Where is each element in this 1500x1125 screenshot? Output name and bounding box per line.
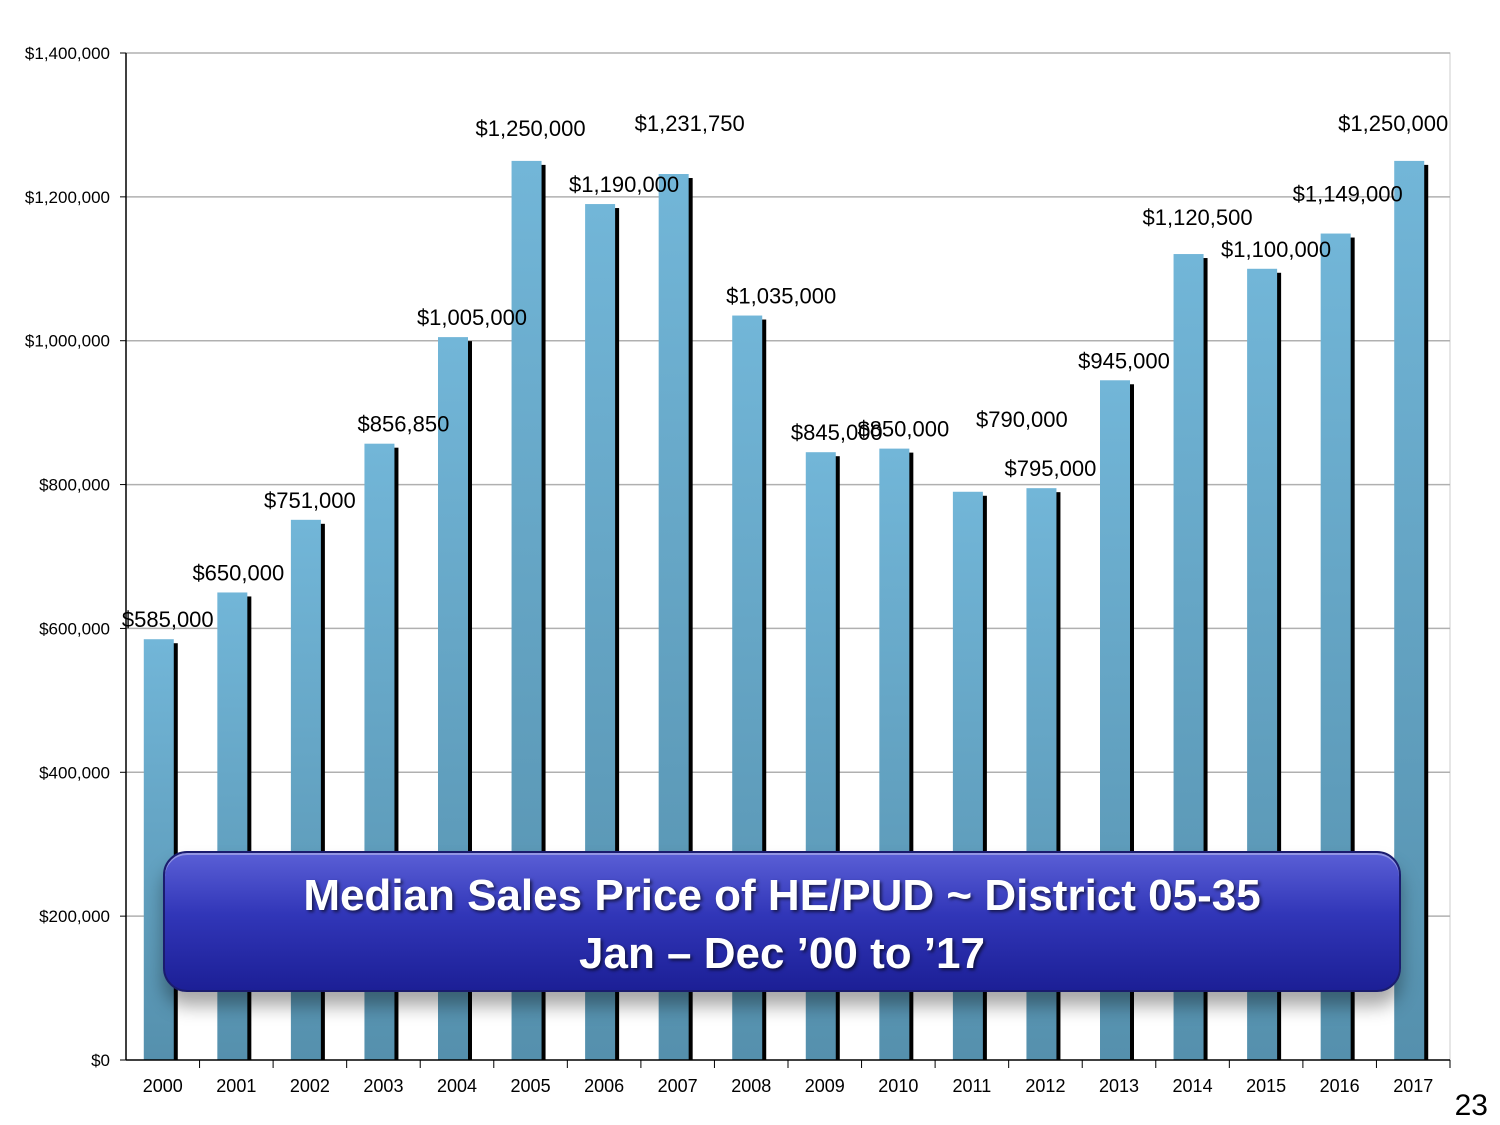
y-tick-label: $200,000 (39, 907, 110, 926)
data-label: $1,231,750 (635, 111, 745, 136)
x-tick-label: 2011 (953, 1076, 992, 1096)
x-tick-label: 2002 (290, 1076, 330, 1096)
x-tick-label: 2008 (731, 1076, 771, 1096)
axes (120, 52, 1451, 1068)
y-tick-label: $400,000 (39, 763, 110, 782)
y-tick-label: $1,400,000 (25, 44, 110, 63)
x-tick-label: 2007 (658, 1076, 698, 1096)
chart-title-banner: Median Sales Price of HE/PUD ~ District … (163, 851, 1401, 992)
data-label: $1,190,000 (569, 172, 679, 197)
x-tick-label: 2013 (1099, 1076, 1139, 1096)
data-label: $1,035,000 (726, 284, 836, 309)
chart-title: Median Sales Price of HE/PUD ~ District … (303, 871, 1261, 920)
data-label: $650,000 (192, 560, 284, 585)
bar-2000 (143, 639, 174, 1060)
x-tick-label: 2012 (1025, 1076, 1065, 1096)
y-tick-label: $0 (91, 1051, 110, 1070)
data-label: $1,250,000 (476, 116, 586, 141)
x-tick-label: 2006 (584, 1076, 624, 1096)
data-label: $1,250,000 (1338, 111, 1448, 136)
y-tick-label: $600,000 (39, 619, 110, 638)
x-tick-label: 2009 (805, 1076, 845, 1096)
data-label: $945,000 (1078, 348, 1170, 373)
data-label: $751,000 (264, 488, 356, 513)
data-label: $585,000 (122, 607, 214, 632)
x-tick-label: 2010 (878, 1076, 918, 1096)
x-tick-label: 2016 (1320, 1076, 1360, 1096)
x-tick-label: 2015 (1246, 1076, 1286, 1096)
y-tick-label: $800,000 (39, 476, 110, 495)
data-label: $795,000 (1005, 456, 1097, 481)
data-label: $850,000 (857, 417, 949, 442)
x-tick-label: 2017 (1393, 1076, 1433, 1096)
data-label: $790,000 (976, 407, 1068, 432)
data-label: $856,850 (358, 412, 450, 437)
y-tick-label: $1,200,000 (25, 188, 110, 207)
x-tick-label: 2000 (143, 1076, 183, 1096)
page-number: 23 (1454, 1089, 1488, 1122)
data-label: $845,000 (791, 420, 883, 445)
data-label: $1,149,000 (1293, 182, 1403, 207)
data-label: $1,100,000 (1221, 237, 1331, 262)
x-tick-label: 2001 (216, 1076, 256, 1096)
x-tick-label: 2004 (437, 1076, 477, 1096)
x-tick-label: 2014 (1173, 1076, 1213, 1096)
data-label: $1,005,000 (417, 305, 527, 330)
x-tick-label: 2005 (511, 1076, 551, 1096)
chart-subtitle: Jan – Dec ’00 to ’17 (579, 929, 985, 978)
y-tick-label: $1,000,000 (25, 332, 110, 351)
labels: $0 $200,000 $400,000 $600,000 $800,000 $1,000… (25, 44, 1448, 1096)
x-tick-label: 2003 (363, 1076, 403, 1096)
data-label: $1,120,500 (1143, 205, 1253, 230)
